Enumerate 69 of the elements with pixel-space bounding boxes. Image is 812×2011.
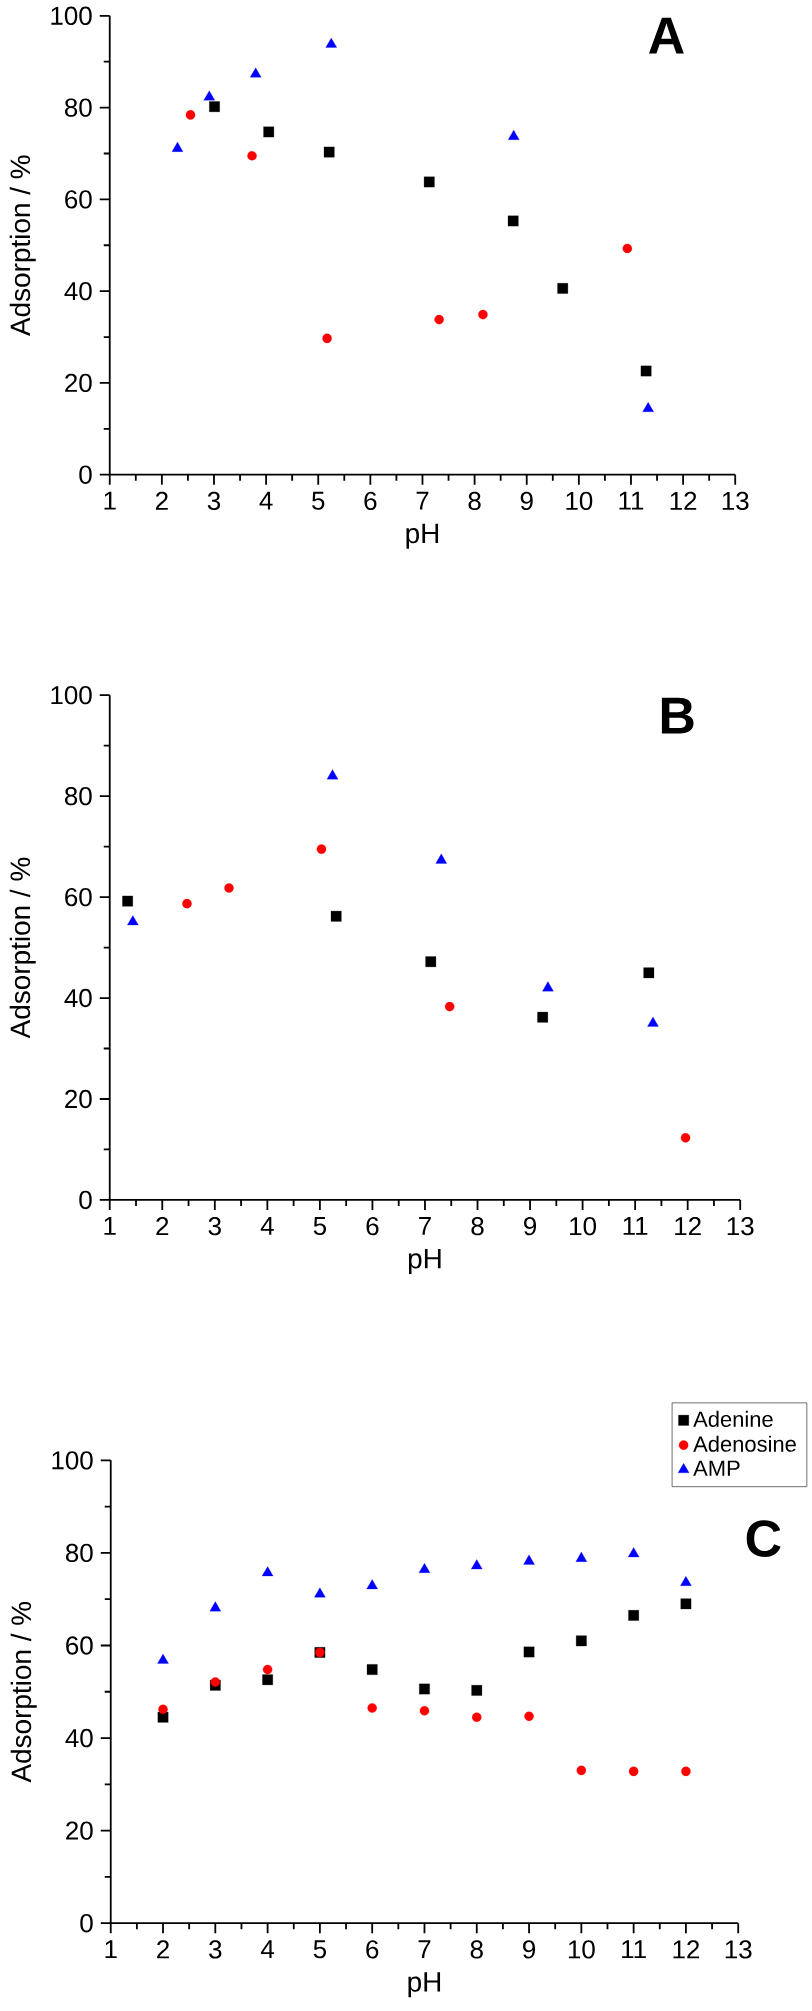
y-tick-label: 0	[79, 1190, 92, 1210]
x-tick-label: 6	[366, 1940, 379, 1959]
x-tick-label: 12	[675, 1216, 701, 1236]
x-tick-label: 1	[104, 1216, 116, 1235]
y-tick-label: 20	[66, 1821, 93, 1840]
x-tick-label: 9	[520, 491, 533, 511]
x-tick-label: 1	[104, 491, 116, 510]
y-tick-label: 20	[65, 1089, 92, 1109]
x-tick-label: 12	[670, 491, 697, 510]
legend-label: AMP	[693, 1460, 740, 1476]
x-tick-label: 9	[523, 1940, 536, 1959]
x-axis-title: pH	[408, 1249, 441, 1275]
x-tick-label: 10	[570, 1216, 596, 1236]
y-tick-label: 100	[52, 1451, 93, 1470]
y-tick-label: 100	[51, 6, 92, 25]
x-tick-label: 9	[524, 1216, 537, 1236]
x-tick-label: 7	[419, 1216, 431, 1235]
y-tick-label: 0	[79, 465, 92, 484]
chart-title: A	[648, 17, 684, 54]
x-tick-label: 2	[155, 491, 168, 510]
x-tick-label: 6	[364, 491, 377, 511]
y-tick-label: 80	[65, 1543, 93, 1563]
x-tick-label: 8	[468, 491, 481, 511]
x-tick-label: 4	[260, 1940, 275, 1959]
x-tick-label: 10	[566, 491, 593, 511]
x-tick-label: 3	[208, 1216, 221, 1236]
x-tick-label: 13	[727, 1216, 754, 1236]
y-tick-label: 40	[64, 988, 92, 1008]
y-tick-label: 40	[65, 1728, 93, 1748]
legend-label: Adenosine	[693, 1435, 796, 1452]
y-tick-label: 80	[64, 98, 92, 117]
x-tick-label: 5	[312, 491, 325, 510]
text: C	[746, 1520, 781, 1557]
x-tick-label: 2	[156, 1216, 169, 1236]
x-tick-label: 1	[105, 1940, 117, 1959]
x-tick-label: 10	[568, 1940, 595, 1959]
x-tick-label: 3	[207, 491, 221, 511]
x-tick-label: 13	[725, 1940, 752, 1959]
chart-title: B	[661, 697, 694, 734]
legend-label: Adenine	[693, 1410, 773, 1427]
x-tick-label: 5	[313, 1940, 326, 1959]
y-tick-label: 100	[51, 685, 92, 705]
y-tick-label: 20	[65, 373, 92, 393]
y-axis-title: Adsorption / %	[10, 1601, 37, 1783]
x-tick-label: 5	[313, 1216, 326, 1236]
x-tick-label: 12	[673, 1940, 700, 1959]
x-tick-label: 7	[418, 1940, 431, 1959]
y-tick-label: 60	[65, 887, 92, 907]
y-tick-label: 80	[64, 786, 92, 806]
y-axis-title: Adsorption / %	[9, 857, 36, 1039]
x-tick-label: 2	[157, 1940, 169, 1959]
x-axis-title: pH	[406, 523, 439, 549]
x-tick-label: 11	[623, 1216, 648, 1235]
x-tick-label: 3	[209, 1940, 222, 1959]
x-tick-label: 11	[619, 491, 644, 510]
x-tick-label: 11	[622, 1940, 646, 1959]
x-tick-label: 4	[259, 491, 273, 510]
y-axis-title: Adsorption / %	[9, 155, 36, 337]
x-tick-label: 8	[470, 1940, 483, 1959]
y-tick-label: 40	[64, 281, 92, 301]
y-tick-label: 0	[80, 1914, 93, 1933]
x-tick-label: 4	[260, 1216, 274, 1235]
x-tick-label: 13	[722, 491, 749, 511]
x-axis-title: pH	[408, 1972, 441, 1998]
x-tick-label: 8	[471, 1216, 484, 1236]
y-tick-label: 60	[65, 190, 92, 209]
y-tick-label: 60	[66, 1636, 93, 1655]
x-tick-label: 7	[416, 491, 429, 510]
x-tick-label: 6	[366, 1216, 379, 1236]
